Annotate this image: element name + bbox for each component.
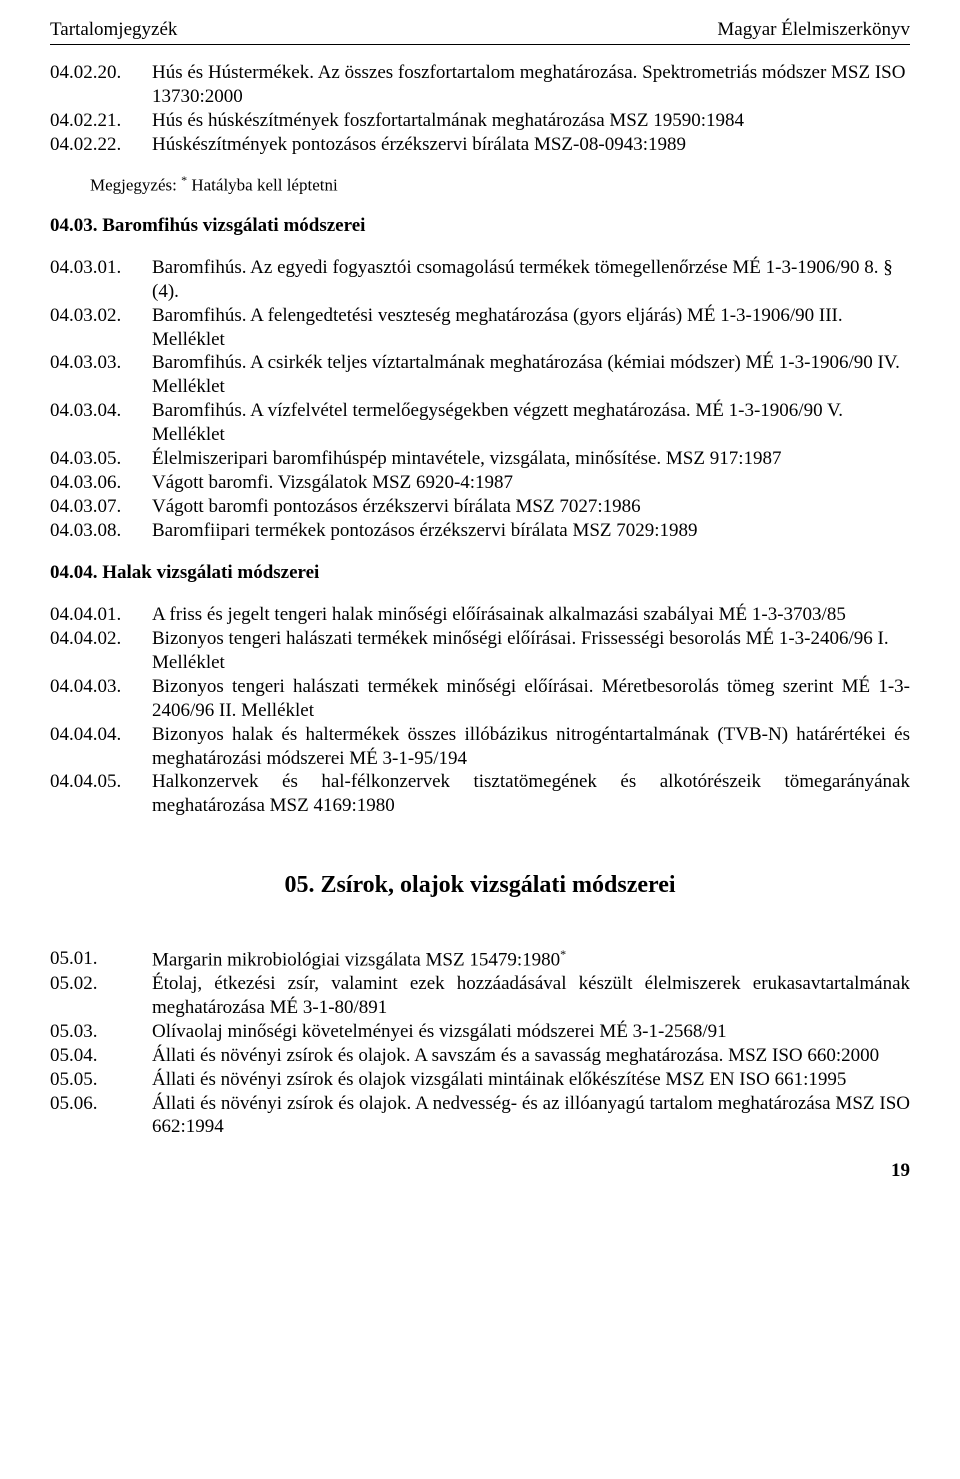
entry-code: 05.05. (50, 1068, 152, 1092)
entry-text: Bizonyos tengeri halászati termékek minő… (152, 675, 910, 723)
chapter-heading-05: 05. Zsírok, olajok vizsgálati módszerei (50, 870, 910, 900)
document-header: Tartalomjegyzék Magyar Élelmiszerkönyv (50, 18, 910, 45)
entry: 04.03.07. Vágott baromfi pontozásos érzé… (50, 495, 910, 519)
note-label: Megjegyzés: (90, 175, 181, 194)
note-text: Hatályba kell léptetni (191, 175, 337, 194)
entry-text: Margarin mikrobiológiai vizsgálata MSZ 1… (152, 947, 910, 972)
entry-code: 04.03.05. (50, 447, 152, 471)
entry-code: 04.02.21. (50, 109, 152, 133)
entry-text: Állati és növényi zsírok és olajok. A sa… (152, 1044, 910, 1068)
entry-code: 04.03.02. (50, 304, 152, 328)
entry-text: Baromfihús. Az egyedi fogyasztói csomago… (152, 256, 910, 304)
entry-group-0404: 04.04.01. A friss és jegelt tengeri hala… (50, 603, 910, 818)
entry-text: Vágott baromfi. Vizsgálatok MSZ 6920-4:1… (152, 471, 910, 495)
entry-text: Étolaj, étkezési zsír, valamint ezek hoz… (152, 972, 910, 1020)
entry-text: Húskészítmények pontozásos érzékszervi b… (152, 133, 910, 157)
entry-text: A friss és jegelt tengeri halak minőségi… (152, 603, 910, 627)
entry: 04.03.03. Baromfihús. A csirkék teljes v… (50, 351, 910, 399)
entry-text: Baromfihús. A felengedtetési veszteség m… (152, 304, 910, 352)
entry-code: 05.01. (50, 947, 152, 971)
entry: 05.01. Margarin mikrobiológiai vizsgálat… (50, 947, 910, 972)
entry-text: Élelmiszeripari baromfihúspép mintavétel… (152, 447, 910, 471)
entry: 05.04. Állati és növényi zsírok és olajo… (50, 1044, 910, 1068)
entry-code: 05.04. (50, 1044, 152, 1068)
header-right: Magyar Élelmiszerkönyv (717, 18, 910, 42)
entry-code: 04.03.01. (50, 256, 152, 280)
entry: 04.04.05. Halkonzervek és hal-félkonzerv… (50, 770, 910, 818)
entry: 04.04.03. Bizonyos tengeri halászati ter… (50, 675, 910, 723)
entry: 05.05. Állati és növényi zsírok és olajo… (50, 1068, 910, 1092)
asterisk-icon: * (560, 947, 566, 961)
entry-text: Halkonzervek és hal-félkonzervek tisztat… (152, 770, 910, 818)
entry-code: 04.04.04. (50, 723, 152, 747)
entry-code: 04.02.20. (50, 61, 152, 85)
entry-code: 04.04.05. (50, 770, 152, 794)
entry-group-0403: 04.03.01. Baromfihús. Az egyedi fogyaszt… (50, 256, 910, 543)
entry: 04.02.20. Hús és Hústermékek. Az összes … (50, 61, 910, 109)
entry-text: Állati és növényi zsírok és olajok vizsg… (152, 1068, 910, 1092)
entry-text: Baromfiipari termékek pontozásos érzéksz… (152, 519, 910, 543)
entry-code: 05.02. (50, 972, 152, 996)
entry-code: 05.03. (50, 1020, 152, 1044)
entry: 04.03.02. Baromfihús. A felengedtetési v… (50, 304, 910, 352)
entry-code: 04.03.08. (50, 519, 152, 543)
entry: 04.02.21. Hús és húskészítmények foszfor… (50, 109, 910, 133)
entry: 05.03. Olívaolaj minőségi követelményei … (50, 1020, 910, 1044)
entry: 04.03.06. Vágott baromfi. Vizsgálatok MS… (50, 471, 910, 495)
entry-code: 04.03.03. (50, 351, 152, 375)
entry-text: Vágott baromfi pontozásos érzékszervi bí… (152, 495, 910, 519)
entry-code: 04.04.01. (50, 603, 152, 627)
entry-group-05: 05.01. Margarin mikrobiológiai vizsgálat… (50, 947, 910, 1140)
entry: 04.03.05. Élelmiszeripari baromfihúspép … (50, 447, 910, 471)
section-heading-0404: 04.04. Halak vizsgálati módszerei (50, 561, 910, 585)
entry-text: Hús és Hústermékek. Az összes foszfortar… (152, 61, 910, 109)
entry: 04.04.01. A friss és jegelt tengeri hala… (50, 603, 910, 627)
entry-code: 05.06. (50, 1092, 152, 1116)
note: Megjegyzés: * Hatályba kell léptetni (90, 173, 910, 196)
entry: 04.03.01. Baromfihús. Az egyedi fogyaszt… (50, 256, 910, 304)
entry-code: 04.04.03. (50, 675, 152, 699)
asterisk-icon: * (181, 173, 187, 187)
entry: 04.03.08. Baromfiipari termékek pontozás… (50, 519, 910, 543)
section-heading-0403: 04.03. Baromfihús vizsgálati módszerei (50, 214, 910, 238)
entry: 04.03.04. Baromfihús. A vízfelvétel term… (50, 399, 910, 447)
page-number: 19 (50, 1159, 910, 1183)
entry: 04.02.22. Húskészítmények pontozásos érz… (50, 133, 910, 157)
entry-code: 04.03.04. (50, 399, 152, 423)
entry-text: Olívaolaj minőségi követelményei és vizs… (152, 1020, 910, 1044)
entry: 04.04.04. Bizonyos halak és haltermékek … (50, 723, 910, 771)
entry-text: Bizonyos tengeri halászati termékek minő… (152, 627, 910, 675)
entry-text: Bizonyos halak és haltermékek összes ill… (152, 723, 910, 771)
header-left: Tartalomjegyzék (50, 18, 177, 42)
entry-text: Baromfihús. A csirkék teljes víztartalmá… (152, 351, 910, 399)
entry: 05.02. Étolaj, étkezési zsír, valamint e… (50, 972, 910, 1020)
entry-code: 04.03.06. (50, 471, 152, 495)
entry-code: 04.03.07. (50, 495, 152, 519)
entry-text: Állati és növényi zsírok és olajok. A ne… (152, 1092, 910, 1140)
entry-text-inner: Margarin mikrobiológiai vizsgálata MSZ 1… (152, 949, 560, 970)
entry: 04.04.02. Bizonyos tengeri halászati ter… (50, 627, 910, 675)
entry-text: Hús és húskészítmények foszfortartalmána… (152, 109, 910, 133)
entry-code: 04.04.02. (50, 627, 152, 651)
entry: 05.06. Állati és növényi zsírok és olajo… (50, 1092, 910, 1140)
entry-group-0402: 04.02.20. Hús és Hústermékek. Az összes … (50, 61, 910, 157)
entry-text: Baromfihús. A vízfelvétel termelőegysége… (152, 399, 910, 447)
entry-code: 04.02.22. (50, 133, 152, 157)
